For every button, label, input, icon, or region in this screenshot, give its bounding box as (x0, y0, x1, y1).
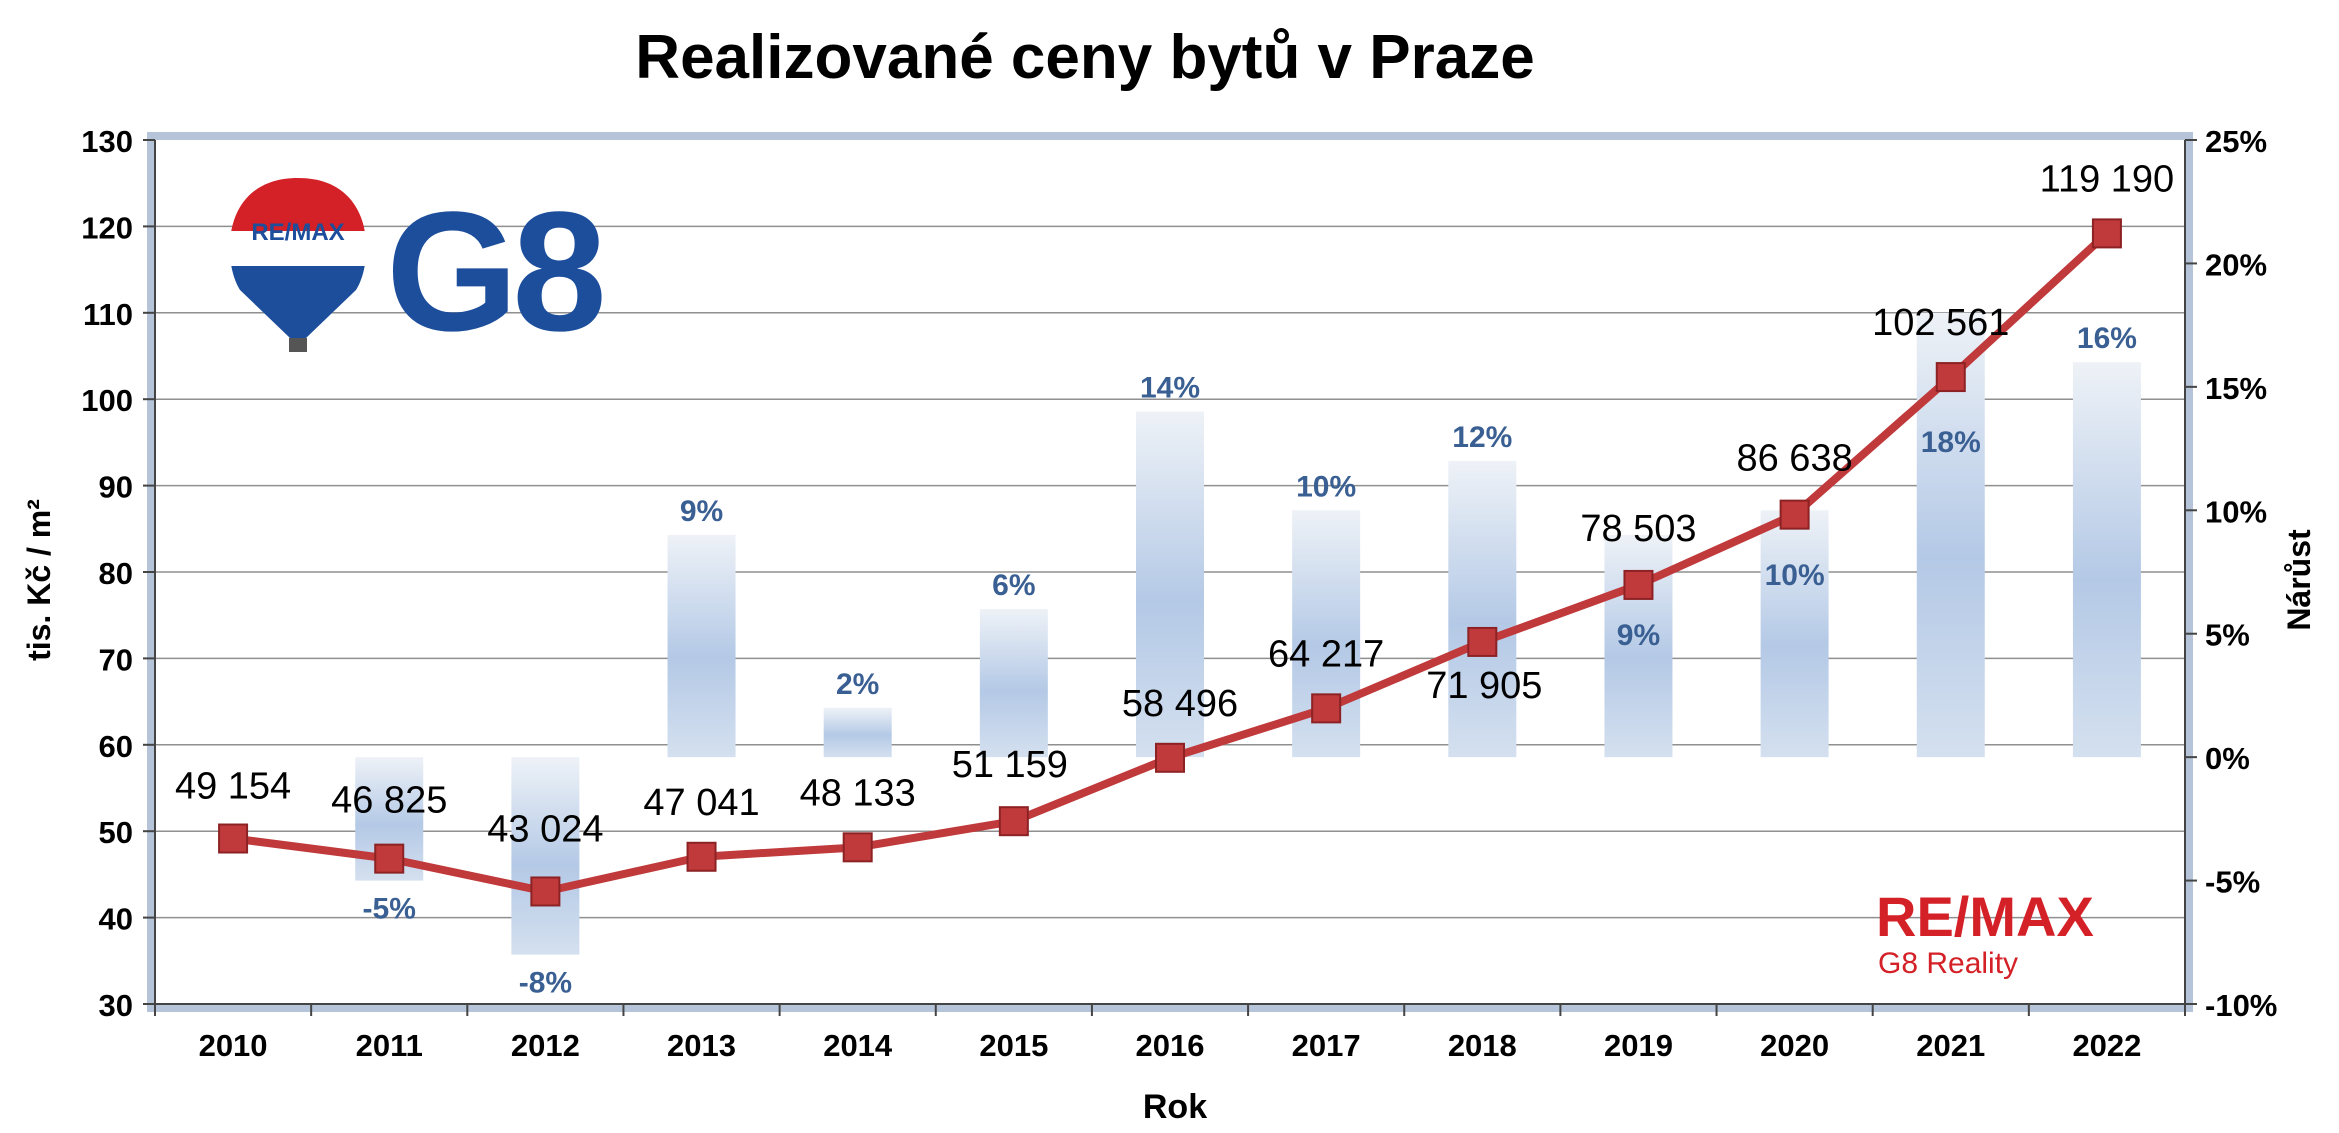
x-tick-label: 2010 (199, 1028, 268, 1063)
y-tick-label-left: 70 (99, 642, 133, 677)
growth-label: 2% (836, 668, 879, 701)
y-tick-label-right: 25% (2205, 124, 2267, 159)
price-label: 102 561 (1872, 302, 2009, 344)
price-point (1935, 362, 1966, 393)
growth-label: 6% (992, 569, 1035, 602)
remax-brand-logo: RE/MAX G8 Reality (1876, 885, 2094, 980)
growth-label: 10% (1296, 470, 1356, 503)
growth-bars: -5% -8% 9% 2% 6% 14% 10% 12% 9% 10% 18% 16% (355, 312, 2141, 1000)
price-label: 71 905 (1426, 665, 1542, 707)
balloon-icon: RE/MAX (229, 178, 367, 352)
growth-label: 16% (2077, 322, 2137, 355)
price-point (218, 823, 249, 854)
x-tick-label: 2014 (823, 1028, 893, 1063)
balloon-text: RE/MAX (251, 219, 344, 246)
growth-label: -5% (363, 893, 416, 926)
y-tick-label-left: 110 (83, 297, 133, 332)
price-label: 64 217 (1268, 633, 1384, 675)
g8-logo-text: G8 (386, 177, 602, 367)
y-tick-label-left: 80 (99, 556, 133, 591)
axes: 30 40 50 60 70 80 90 100 110 120 130 -10% -5% 0% 5% 10%… (81, 124, 2277, 1063)
y-tick-label-left: 50 (99, 815, 133, 850)
x-tick-label: 2020 (1760, 1028, 1829, 1063)
growth-bar (1136, 411, 1204, 758)
price-label: 51 159 (952, 744, 1068, 786)
price-label: 48 133 (800, 772, 916, 814)
price-label: 43 024 (487, 808, 603, 850)
brand-subtext: G8 Reality (1878, 947, 2018, 980)
x-tick-label: 2015 (979, 1028, 1048, 1063)
growth-label: 9% (680, 495, 723, 528)
y-tick-label-left: 60 (99, 729, 133, 764)
x-tick-label: 2016 (1136, 1028, 1205, 1063)
growth-label: 9% (1617, 619, 1660, 652)
growth-label: 18% (1921, 426, 1981, 459)
y-tick-label-left: 120 (81, 210, 133, 245)
price-label: 58 496 (1122, 683, 1238, 725)
y-axis-right-title: Nárůst (2281, 529, 2317, 631)
growth-bar (511, 757, 580, 955)
y-tick-label-left: 40 (99, 902, 133, 937)
y-tick-label-right: 5% (2205, 618, 2250, 653)
growth-bar (979, 609, 1048, 758)
price-line: 49 154 46 825 43 024 47 041 48 133 51 159 58 4… (175, 158, 2175, 907)
price-point (530, 876, 561, 907)
brand-text: RE/MAX (1876, 885, 2094, 948)
price-label: 78 503 (1580, 508, 1696, 550)
remax-g8-logo: RE/MAX G8 (229, 177, 608, 367)
x-tick-label: 2019 (1604, 1028, 1673, 1063)
y-tick-label-left: 30 (99, 988, 133, 1023)
price-point (998, 806, 1029, 837)
price-point (374, 843, 405, 874)
y-tick-label-left: 100 (81, 383, 133, 418)
growth-bar (823, 707, 892, 758)
y-tick-label-left: 90 (99, 470, 133, 505)
price-label: 49 154 (175, 766, 291, 808)
price-label: 47 041 (643, 782, 759, 824)
growth-bar (667, 534, 736, 758)
price-label: 86 638 (1736, 438, 1852, 480)
growth-label: 14% (1140, 372, 1200, 405)
y-tick-label-right: -5% (2205, 865, 2260, 900)
growth-label: 12% (1452, 421, 1512, 454)
price-point (842, 832, 873, 863)
y-tick-label-right: 15% (2205, 371, 2267, 406)
y-tick-label-right: 20% (2205, 247, 2267, 282)
growth-bar (2072, 362, 2141, 758)
chart-title: Realizované ceny bytů v Praze (635, 23, 1535, 92)
y-tick-label-right: 10% (2205, 494, 2267, 529)
price-point (1779, 499, 1810, 530)
y-axis-left-title: tis. Kč / m² (21, 499, 57, 661)
x-tick-label: 2012 (511, 1028, 580, 1063)
growth-bar (1448, 460, 1517, 758)
x-axis-title: Rok (1143, 1088, 1207, 1126)
price-point (1467, 626, 1498, 657)
price-point (1155, 742, 1185, 773)
x-tick-label: 2021 (1916, 1028, 1985, 1063)
price-point (1311, 693, 1342, 724)
x-tick-label: 2022 (2072, 1028, 2141, 1063)
x-tick-label: 2018 (1448, 1028, 1517, 1063)
y-tick-label-right: -10% (2205, 988, 2277, 1023)
x-tick-label: 2011 (356, 1028, 423, 1063)
price-label: 119 190 (2040, 158, 2175, 200)
price-point (1623, 569, 1654, 600)
y-tick-label-left: 130 (81, 124, 133, 159)
y-tick-label-right: 0% (2205, 741, 2250, 776)
price-point (686, 841, 717, 872)
x-tick-label: 2017 (1292, 1028, 1361, 1063)
growth-bar (1760, 510, 1829, 758)
price-label: 46 825 (331, 780, 447, 822)
x-tick-label: 2013 (667, 1028, 736, 1063)
growth-label: 10% (1765, 559, 1825, 592)
price-point (2091, 218, 2122, 249)
growth-label: -8% (519, 967, 572, 1000)
